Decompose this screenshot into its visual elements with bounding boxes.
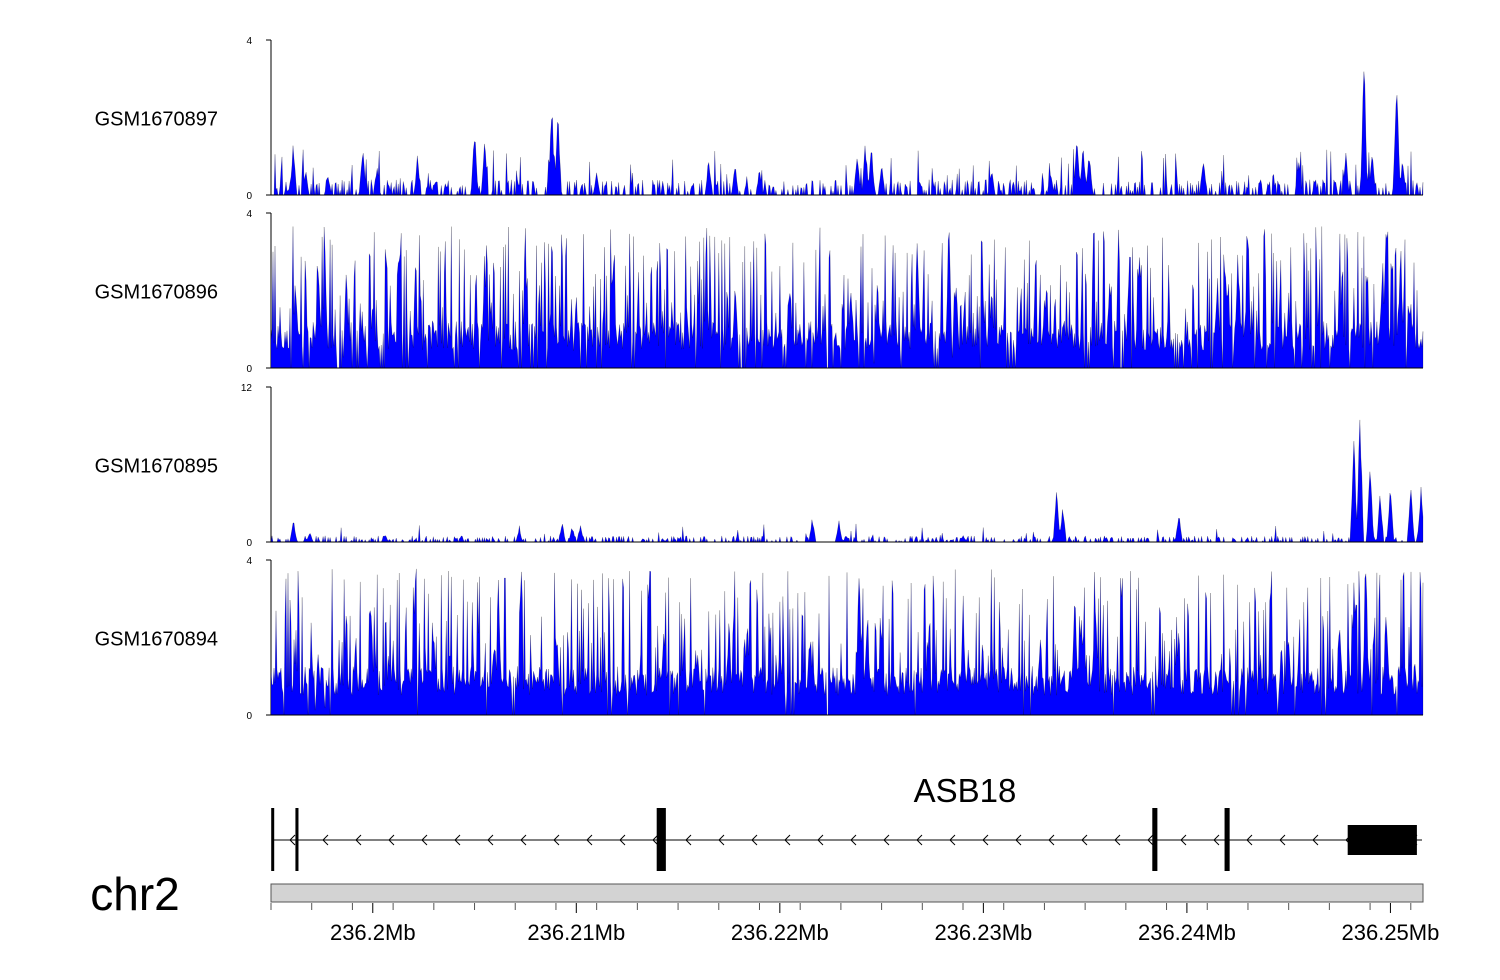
y-tick-label: 4 [246,209,252,220]
strand-arrow [355,834,362,846]
strand-arrow [850,834,857,846]
strand-arrow [916,834,923,846]
strand-arrow [1312,834,1319,846]
coverage-area [271,71,1424,196]
y-tick-label: 0 [246,191,252,202]
exon [271,808,275,871]
x-tick-label: 236.21Mb [527,920,625,945]
gene-annotation-track: ASB18 [271,772,1422,871]
y-tick-label: 4 [246,36,252,47]
coverage-tracks: GSM167089740GSM167089640GSM1670895120GSM… [95,36,1424,722]
strand-arrow [751,834,758,846]
x-tick-label: 236.2Mb [330,920,416,945]
y-tick-label: 0 [246,711,252,722]
gene-name-label: ASB18 [914,772,1017,809]
gene-exons [271,808,1417,871]
strand-arrow [421,834,428,846]
chromosome-ideogram: chr2 [90,868,1424,920]
x-tick-label: 236.25Mb [1342,920,1440,945]
strand-arrow [1180,834,1187,846]
track-GSM1670895: GSM1670895 12 0 [95,383,1424,549]
genomic-x-axis: 236.2Mb 236.21Mb 236.22Mb 236.23Mb 236.24Mb 2… [270,903,1440,945]
strand-arrow [949,834,956,846]
strand-arrow [1048,834,1055,846]
track-GSM1670897: GSM1670897 4 0 [95,36,1424,202]
y-tick-label: 12 [241,383,253,394]
x-tick-label: 236.23Mb [934,920,1032,945]
strand-arrow [817,834,824,846]
track-label: GSM1670897 [95,109,218,131]
strand-arrow [289,834,296,846]
coverage-area [270,419,1424,543]
coverage-area [270,226,1424,369]
x-tick-label: 236.22Mb [731,920,829,945]
strand-arrow [1279,834,1286,846]
strand-arrow [619,834,626,846]
strand-arrow [553,834,560,846]
strand-arrow [388,834,395,846]
track-label: GSM1670894 [95,629,218,651]
strand-arrow [784,834,791,846]
strand-arrow [652,834,659,846]
strand-arrow [1213,834,1220,846]
strand-arrow [487,834,494,846]
track-GSM1670896: GSM1670896 4 0 [95,209,1424,375]
coverage-area [270,568,1424,716]
exon [1224,808,1230,871]
strand-arrow [1246,834,1253,846]
track-label: GSM1670895 [95,456,218,478]
chromosome-bar [270,883,1424,903]
strand-arrow [1081,834,1088,846]
y-tick-label: 0 [246,364,252,375]
exon [1152,808,1158,871]
strand-arrow [454,834,461,846]
chromosome-label: chr2 [90,868,179,920]
track-label: GSM1670896 [95,282,218,304]
strand-arrow [883,834,890,846]
strand-arrow [520,834,527,846]
strand-arrow [1114,834,1121,846]
exon [295,808,299,871]
strand-arrow [1147,834,1154,846]
exon [656,808,666,871]
x-tick-label: 236.24Mb [1138,920,1236,945]
exon [1347,825,1417,855]
strand-arrow [586,834,593,846]
y-tick-label: 0 [246,538,252,549]
strand-arrow [1015,834,1022,846]
strand-arrow [718,834,725,846]
strand-arrow [685,834,692,846]
strand-arrow [982,834,989,846]
y-tick-label: 4 [246,556,252,567]
track-GSM1670894: GSM1670894 4 0 [95,556,1424,722]
strand-arrow [322,834,329,846]
